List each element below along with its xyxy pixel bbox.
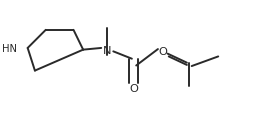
Text: HN: HN xyxy=(2,44,17,53)
Text: O: O xyxy=(129,83,138,93)
Text: N: N xyxy=(103,45,112,55)
Text: O: O xyxy=(158,47,167,57)
